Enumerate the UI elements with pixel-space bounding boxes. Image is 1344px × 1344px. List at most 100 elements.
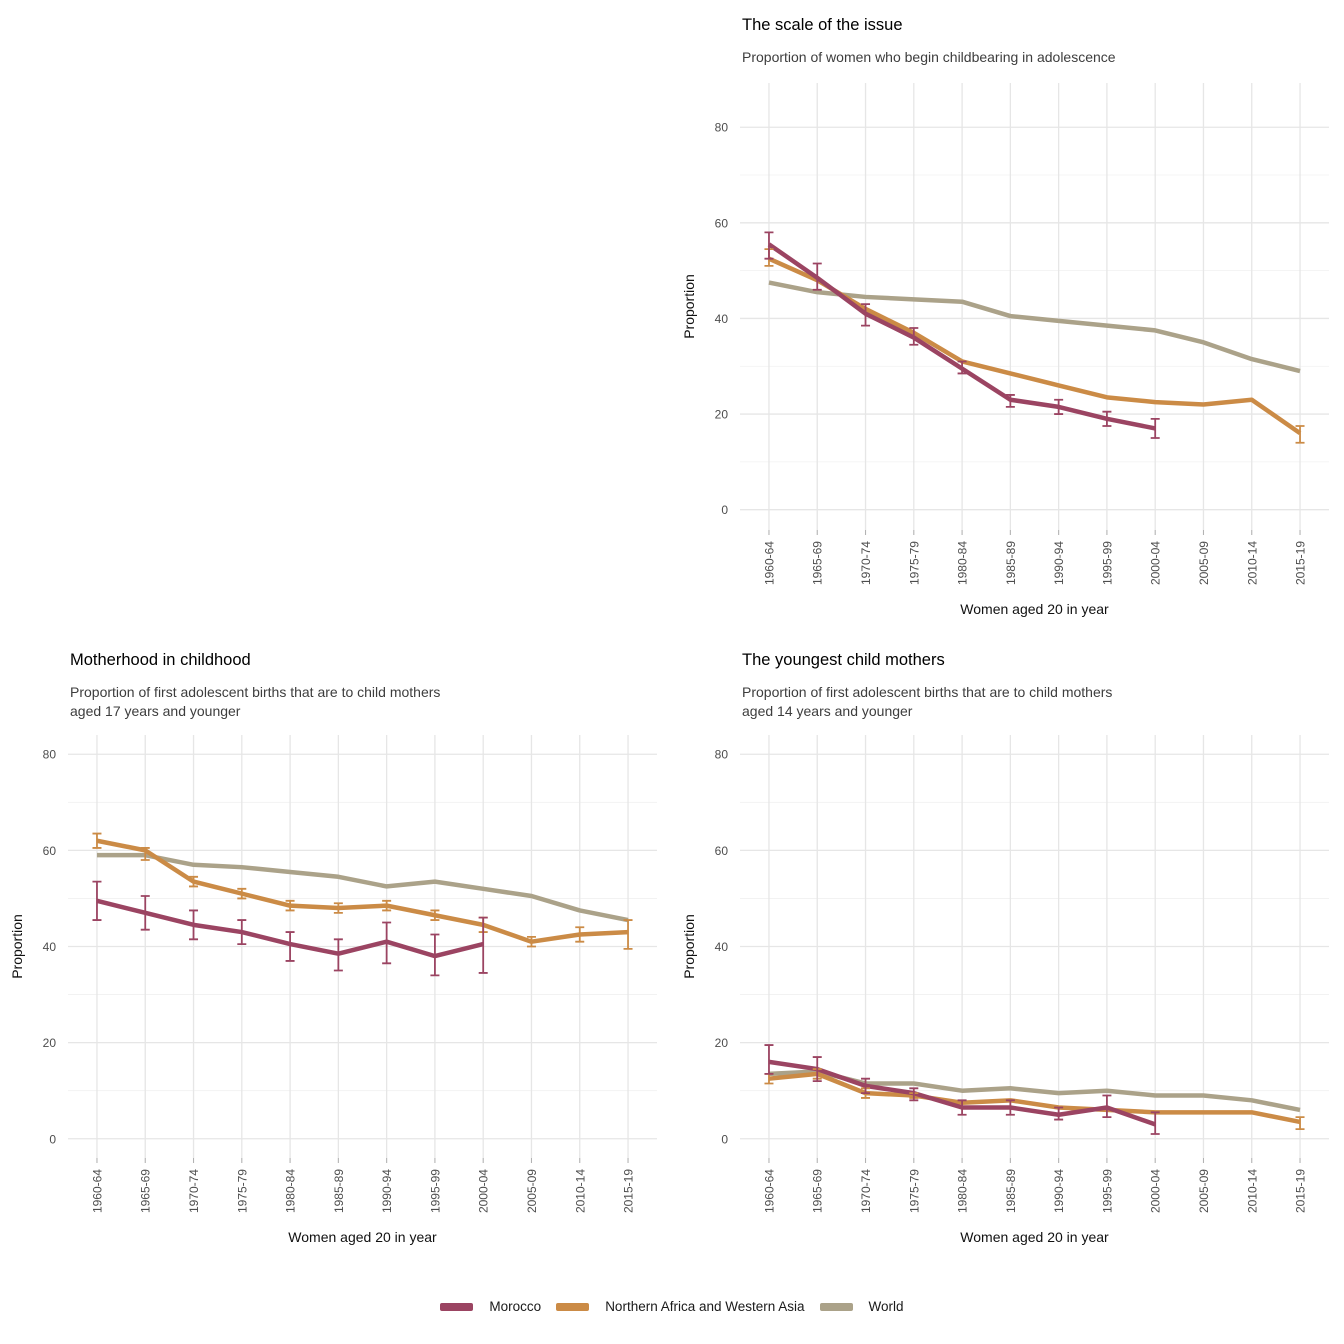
- x-tick-label: 1970-74: [187, 1169, 201, 1213]
- y-tick-label: 0: [721, 503, 728, 517]
- error-bar-northern-africa-and-western-asia: [237, 887, 247, 900]
- x-tick-label: 1960-64: [762, 541, 776, 585]
- y-tick-label: 80: [715, 121, 729, 135]
- x-axis-title: Women aged 20 in year: [288, 1229, 437, 1245]
- x-tick-label: 2015-19: [622, 1169, 636, 1213]
- x-tick-label: 1995-99: [1100, 1169, 1114, 1213]
- error-bar-northern-africa-and-western-asia: [92, 832, 102, 849]
- y-tick-label: 20: [715, 1036, 729, 1050]
- error-bar-morocco: [861, 303, 871, 327]
- y-tick-label: 60: [715, 216, 729, 230]
- x-tick-label: 2010-14: [1245, 1169, 1259, 1213]
- x-tick-label: 1960-64: [90, 1169, 104, 1213]
- error-bar-morocco: [140, 895, 150, 931]
- y-tick-label: 20: [715, 408, 729, 422]
- chart-subtitle: Proportion of first adolescent births th…: [742, 684, 1112, 700]
- chart-title: Motherhood in childhood: [70, 651, 251, 669]
- error-bar-morocco: [1005, 1099, 1015, 1116]
- y-axis-title: Proportion: [681, 274, 697, 339]
- x-axis-title: Women aged 20 in year: [960, 1229, 1109, 1245]
- chart-subtitle: Proportion of first adolescent births th…: [70, 684, 440, 700]
- error-bar-morocco: [812, 262, 822, 291]
- x-tick-label: 2005-09: [1197, 541, 1211, 585]
- chart-subtitle: aged 14 years and younger: [742, 703, 913, 719]
- x-tick-label: 1965-69: [811, 541, 825, 585]
- x-tick-label: 1985-89: [1004, 541, 1018, 585]
- legend-key-northern-africa-and-western-asia-icon: [556, 1303, 590, 1311]
- x-tick-label: 2000-04: [477, 1169, 491, 1213]
- x-tick-label: 1985-89: [1004, 1169, 1018, 1213]
- error-bar-morocco: [92, 880, 102, 921]
- legend-item-world: World: [819, 1294, 904, 1320]
- error-bar-morocco: [861, 1077, 871, 1095]
- x-tick-label: 1995-99: [1100, 541, 1114, 585]
- error-bar-northern-africa-and-western-asia: [623, 919, 633, 950]
- chart-youngest-child-mothers: 0 20 40 60 80 1960-64 1965-69 1970-74 1975-79 198…: [681, 651, 1329, 1245]
- x-tick-label: 2000-04: [1149, 1169, 1163, 1213]
- x-tick-label: 1985-89: [332, 1169, 346, 1213]
- x-tick-label: 1960-64: [762, 1169, 776, 1213]
- error-bar-morocco: [909, 327, 919, 346]
- error-bar-northern-africa-and-western-asia: [382, 899, 392, 912]
- error-bar-morocco: [285, 931, 295, 962]
- error-bar-northern-africa-and-western-asia: [333, 902, 343, 914]
- error-bar-northern-africa-and-western-asia: [575, 926, 585, 943]
- error-bar-morocco: [957, 360, 967, 375]
- error-bar-northern-africa-and-western-asia: [430, 909, 440, 921]
- x-tick-label: 1965-69: [139, 1169, 153, 1213]
- error-bar-northern-africa-and-western-asia: [1295, 1116, 1305, 1131]
- y-tick-label: 60: [715, 844, 729, 858]
- error-bar-morocco: [1054, 1106, 1064, 1121]
- error-bar-morocco: [237, 919, 247, 945]
- line-northern-africa-and-western-asia: [768, 256, 1302, 436]
- error-bar-morocco: [1054, 398, 1064, 415]
- chart-scale-of-the-issue: 0 20 40 60 80 1960-64 1965-69 1970-74 1975-79 198…: [681, 16, 1329, 617]
- legend-label-morocco: Morocco: [489, 1299, 542, 1314]
- x-tick-label: 2015-19: [1294, 541, 1308, 585]
- x-tick-label: 1990-94: [1052, 541, 1066, 585]
- x-tick-label: 1975-79: [907, 541, 921, 585]
- error-bar-morocco: [957, 1099, 967, 1116]
- error-bar-morocco: [764, 231, 774, 260]
- x-tick-label: 1975-79: [235, 1169, 249, 1213]
- y-tick-label: 0: [721, 1132, 728, 1146]
- error-bar-morocco: [189, 909, 199, 941]
- error-bar-northern-africa-and-western-asia: [189, 875, 199, 888]
- line-world: [96, 852, 629, 923]
- x-tick-label: 2005-09: [1197, 1169, 1211, 1213]
- error-bar-morocco: [1102, 1094, 1112, 1119]
- x-axis-title: Women aged 20 in year: [960, 601, 1109, 617]
- legend-label-northern-africa-and-western-asia: Northern Africa and Western Asia: [605, 1299, 805, 1314]
- y-tick-label: 60: [43, 844, 57, 858]
- x-tick-label: 1970-74: [859, 1169, 873, 1213]
- x-tick-label: 1980-84: [956, 1169, 970, 1213]
- chart-subtitle: aged 17 years and younger: [70, 703, 241, 719]
- x-tick-label: 1970-74: [859, 541, 873, 585]
- x-tick-label: 1990-94: [1052, 1169, 1066, 1213]
- error-bar-northern-africa-and-western-asia: [285, 899, 295, 912]
- error-bar-morocco: [478, 916, 488, 974]
- y-tick-label: 0: [49, 1132, 56, 1146]
- line-northern-africa-and-western-asia: [768, 1071, 1301, 1125]
- error-bar-morocco: [909, 1087, 919, 1102]
- x-tick-label: 2005-09: [525, 1169, 539, 1213]
- legend-item-northern-africa-and-western-asia: Northern Africa and Western Asia: [556, 1294, 805, 1320]
- y-tick-label: 20: [43, 1036, 57, 1050]
- y-axis-title: Proportion: [9, 914, 25, 979]
- legend-label-world: World: [868, 1299, 904, 1314]
- x-tick-label: 1975-79: [907, 1169, 921, 1213]
- x-tick-label: 1995-99: [428, 1169, 442, 1213]
- error-bar-morocco: [1005, 394, 1015, 408]
- chart-subtitle: Proportion of women who begin childbeari…: [742, 49, 1116, 65]
- error-bar-morocco: [1150, 417, 1160, 439]
- y-axis-title: Proportion: [681, 914, 697, 979]
- error-bar-morocco: [382, 921, 392, 965]
- error-bar-morocco: [430, 933, 440, 977]
- x-tick-label: 2015-19: [1294, 1169, 1308, 1213]
- error-bar-northern-africa-and-western-asia: [526, 935, 536, 948]
- y-tick-label: 80: [43, 748, 57, 762]
- legend-item-morocco: Morocco: [440, 1294, 541, 1320]
- x-tick-label: 2010-14: [1245, 541, 1259, 585]
- y-tick-label: 80: [715, 748, 729, 762]
